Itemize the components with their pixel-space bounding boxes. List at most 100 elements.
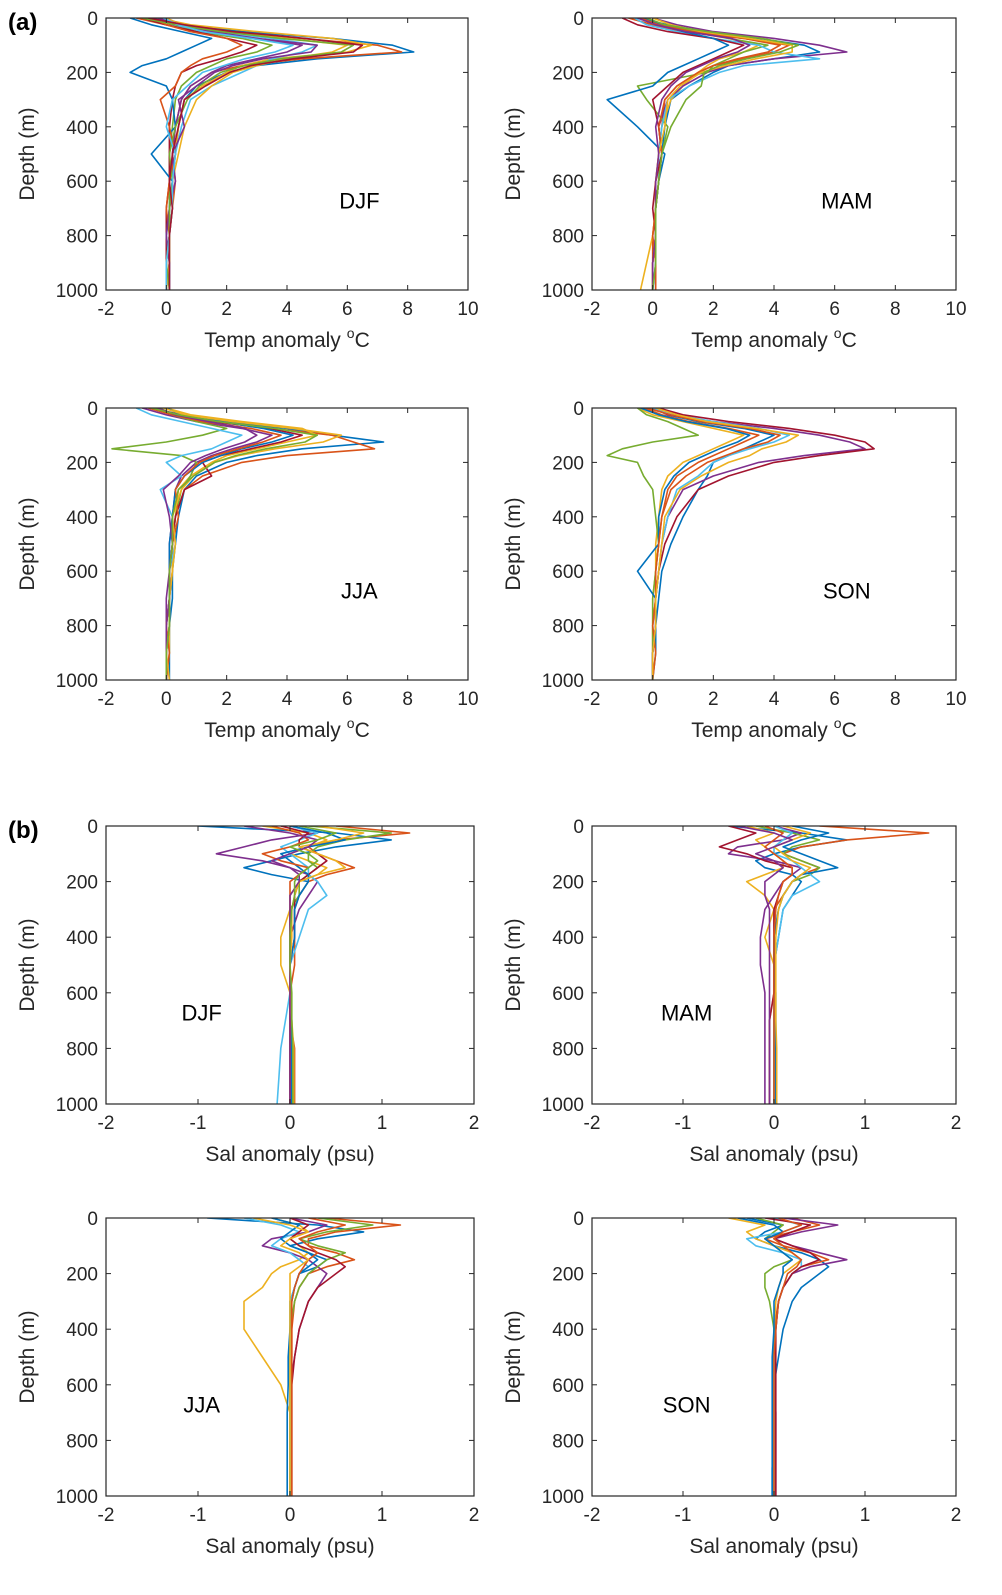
series-group [606,408,875,680]
series-line [727,826,803,1104]
series-group [718,826,930,1104]
season-label: SON [663,1393,711,1418]
series-line [728,826,848,1104]
x-tick-label: -1 [190,1113,207,1134]
x-tick-label: 0 [647,299,658,320]
x-tick-label: 10 [945,689,966,710]
y-tick-label: 600 [552,562,584,583]
chart-temp-son: -2 0 2 4 6 8 10 0 200 400 600 800 1000 Depth (m) Temp … [502,399,967,742]
axes-box [105,407,469,681]
series-line [151,408,319,680]
season-label: MAM [661,1001,712,1026]
series-line [646,18,800,290]
y-tick-label: 800 [552,1039,584,1060]
series-line [289,826,337,1104]
series-line [606,408,700,680]
series-line [141,408,273,680]
x-tick-label: -1 [190,1505,207,1526]
series-line [148,18,364,290]
y-tick-label: 1000 [542,1095,584,1116]
x-tick-label: -2 [98,1505,115,1526]
x-tick-label: -2 [584,1505,601,1526]
y-tick-label: 0 [87,1209,98,1230]
chart-temp-mam: -2 0 2 4 6 8 10 0 200 400 600 800 1000 Depth (m) Temp … [502,9,967,352]
chart-sal-son: -2 -1 0 1 2 0 200 400 600 800 1000 Depth (m) Sal ano… [502,1209,961,1558]
series-line [773,1218,803,1496]
y-tick-label: 0 [87,9,98,30]
x-axis-label: Temp anomaly oC [204,325,370,352]
y-tick-label: 600 [552,1376,584,1397]
season-label: DJF [182,1001,222,1026]
x-tick-label: 6 [342,689,353,710]
x-tick-label: 8 [402,689,413,710]
y-tick-label: 1000 [56,1095,98,1116]
series-line [764,1218,821,1496]
x-axis-label: Temp anomaly oC [204,715,370,742]
x-tick-label: 2 [221,299,232,320]
series-line [150,18,243,290]
y-axis-label: Depth (m) [16,918,39,1011]
x-tick-label: 2 [469,1505,480,1526]
y-tick-label: 800 [552,227,584,248]
part-b-label: (b) [8,817,39,844]
y-tick-label: 1000 [542,1487,584,1508]
x-tick-label: 0 [161,689,172,710]
y-tick-label: 800 [66,1431,98,1452]
y-tick-label: 400 [552,118,584,139]
y-tick-label: 0 [573,399,584,420]
x-tick-label: 2 [951,1113,962,1134]
series-group [111,408,385,680]
x-tick-label: -2 [98,299,115,320]
y-tick-label: 200 [66,1265,98,1286]
series-line [606,18,730,290]
y-tick-label: 800 [66,227,98,248]
series-line [621,18,745,290]
y-tick-label: 1000 [56,281,98,302]
y-tick-label: 400 [66,508,98,529]
series-line [141,18,258,290]
y-axis-label: Depth (m) [16,107,39,200]
series-line [276,826,328,1104]
x-tick-label: 10 [945,299,966,320]
y-tick-label: 200 [66,453,98,474]
y-tick-label: 400 [552,1320,584,1341]
chart-temp-jja: -2 0 2 4 6 8 10 0 200 400 600 800 1000 Depth (m) Temp … [16,399,479,742]
series-line [773,826,930,1104]
series-line [289,1218,374,1496]
axes-box [591,407,957,681]
season-label: DJF [339,188,379,213]
series-line [637,18,751,290]
y-tick-label: 200 [66,873,98,894]
x-tick-label: 6 [829,689,840,710]
x-tick-label: 2 [708,689,719,710]
x-tick-label: 8 [890,299,901,320]
y-tick-label: 800 [552,1431,584,1452]
x-axis-label: Sal anomaly (psu) [689,1535,858,1558]
x-tick-label: 0 [769,1113,780,1134]
y-tick-label: 200 [552,63,584,84]
y-tick-label: 800 [66,1039,98,1060]
y-tick-label: 0 [573,817,584,838]
y-axis-label: Depth (m) [502,497,525,590]
x-axis-label: Sal anomaly (psu) [205,1535,374,1558]
y-axis-label: Depth (m) [502,1310,525,1403]
series-line [651,408,866,680]
x-tick-label: -2 [584,1113,601,1134]
season-label: JJA [183,1393,220,1418]
series-line [253,1218,310,1496]
x-tick-label: -1 [675,1113,692,1134]
series-line [651,408,800,680]
x-axis-label: Sal anomaly (psu) [205,1143,374,1166]
x-tick-label: 0 [285,1505,296,1526]
y-tick-label: 0 [573,9,584,30]
chart-sal-mam: -2 -1 0 1 2 0 200 400 600 800 1000 Depth (m) Sal ano… [502,817,961,1166]
x-axis-label: Sal anomaly (psu) [689,1143,858,1166]
y-tick-label: 0 [87,817,98,838]
y-tick-label: 600 [552,984,584,1005]
x-tick-label: 1 [860,1113,871,1134]
x-tick-label: 4 [282,689,293,710]
x-tick-label: 4 [769,299,780,320]
y-tick-label: 400 [66,928,98,949]
x-tick-label: 8 [402,299,413,320]
